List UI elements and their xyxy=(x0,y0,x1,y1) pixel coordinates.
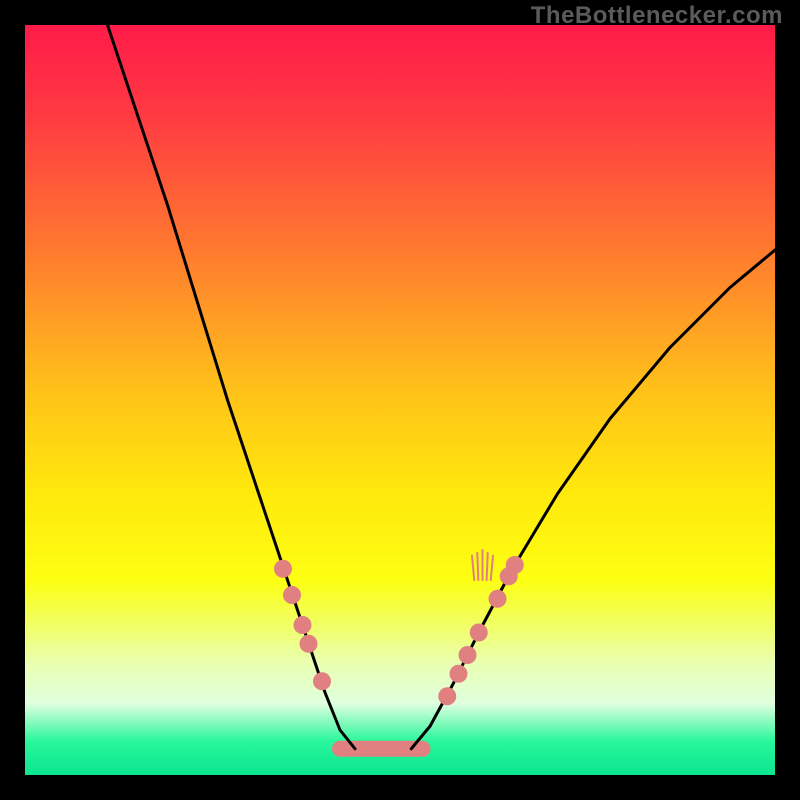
marker-left xyxy=(294,616,312,634)
marker-right xyxy=(438,687,456,705)
spike-icon xyxy=(487,553,488,580)
marker-right xyxy=(459,646,477,664)
spike-icon xyxy=(472,556,474,580)
watermark-text: TheBottlenecker.com xyxy=(531,2,783,30)
marker-left xyxy=(300,635,318,653)
chart-svg xyxy=(25,25,775,775)
marker-right xyxy=(450,665,468,683)
spike-icon xyxy=(491,556,493,580)
marker-left xyxy=(283,586,301,604)
marker-left xyxy=(274,560,292,578)
left-curve xyxy=(108,25,356,749)
marker-right xyxy=(470,624,488,642)
marker-left xyxy=(313,672,331,690)
spike-icon xyxy=(477,553,478,580)
plot-area xyxy=(25,25,775,775)
marker-right xyxy=(489,590,507,608)
marker-right xyxy=(506,556,524,574)
